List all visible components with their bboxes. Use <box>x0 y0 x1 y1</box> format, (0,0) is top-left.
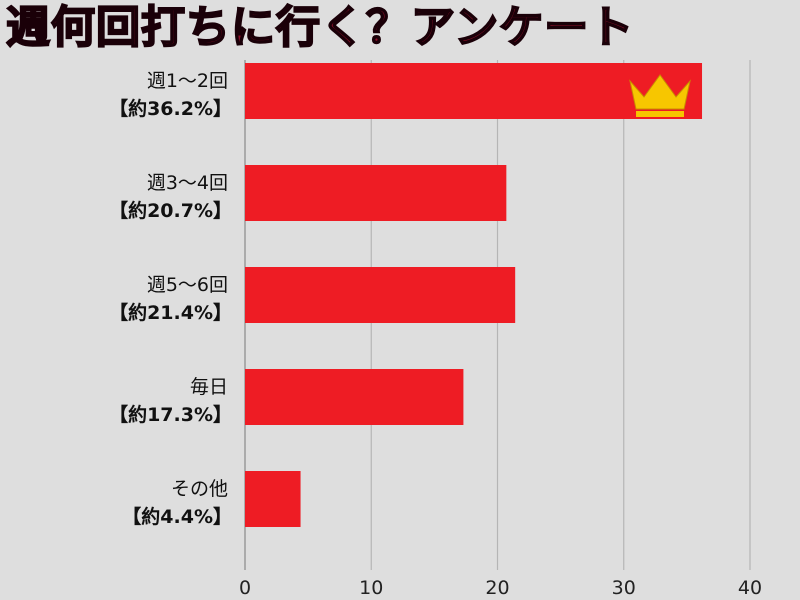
bar <box>245 267 516 323</box>
category-label: 週3〜4回 <box>147 172 228 194</box>
chart-title: 週何回打ちに行く？アンケート <box>5 1 635 54</box>
x-tick-label: 30 <box>612 577 636 599</box>
percent-label: 【約21.4%】 <box>109 301 232 324</box>
percent-label: 【約20.7%】 <box>109 199 232 222</box>
percent-label: 【約36.2%】 <box>109 97 232 120</box>
bar <box>245 165 507 221</box>
category-label: 毎日 <box>190 376 228 398</box>
percent-label: 【約17.3%】 <box>109 403 232 426</box>
x-tick-label: 20 <box>485 577 509 599</box>
x-tick-label: 40 <box>738 577 762 599</box>
percent-label: 【約4.4%】 <box>122 505 232 528</box>
x-tick-label: 10 <box>359 577 383 599</box>
category-label: その他 <box>171 478 228 500</box>
crown-icon <box>629 74 691 117</box>
bar <box>245 471 301 527</box>
bar <box>245 63 703 119</box>
category-label: 週5〜6回 <box>147 274 228 296</box>
x-tick-label: 0 <box>239 577 251 599</box>
category-label: 週1〜2回 <box>147 70 228 92</box>
bar <box>245 369 464 425</box>
